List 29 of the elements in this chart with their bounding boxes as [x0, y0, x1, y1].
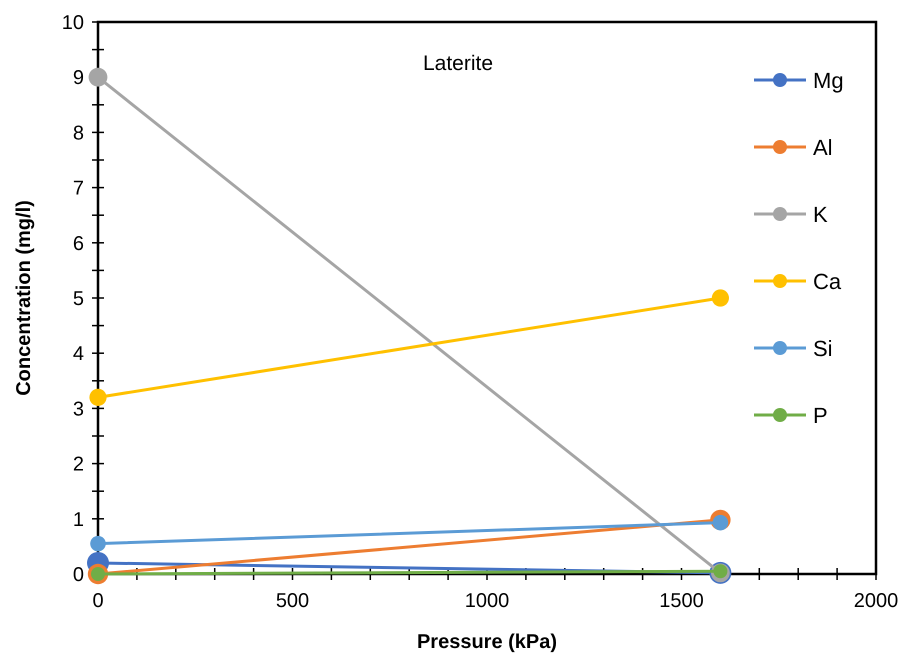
legend-label: Mg	[813, 68, 844, 93]
y-axis-title: Concentration (mg/l)	[13, 200, 35, 396]
y-tick-label: 1	[72, 508, 84, 531]
x-tick-label: 1000	[464, 590, 510, 612]
y-tick-label: 6	[72, 232, 84, 255]
legend-label: K	[813, 202, 828, 227]
point	[90, 536, 106, 552]
point	[712, 289, 729, 307]
y-tick-label: 8	[72, 122, 84, 144]
point	[89, 388, 107, 406]
y-tick-label: 3	[72, 398, 84, 420]
y-tick-label: 2	[72, 454, 84, 476]
x-tick-label: 2000	[854, 590, 898, 612]
x-axis-title: Pressure (kPa)	[416, 631, 558, 653]
legend-label: P	[813, 403, 828, 428]
point	[88, 68, 108, 87]
x-tick-label: 0	[92, 590, 104, 612]
y-tick-label: 5	[72, 288, 84, 310]
legend-label: Ca	[813, 269, 842, 294]
y-tick-label: 7	[72, 178, 84, 200]
x-tick-label: 500	[276, 590, 310, 612]
y-tick-label: 9	[72, 67, 84, 90]
y-tick-label: 4	[72, 343, 84, 366]
y-tick-label: 0	[72, 564, 84, 586]
x-tick-label: 1500	[659, 590, 704, 612]
y-tick-label: 10	[62, 12, 84, 34]
text: Laterite	[422, 52, 494, 75]
legend-label: Si	[813, 336, 833, 361]
legend-label: Al	[813, 135, 833, 160]
